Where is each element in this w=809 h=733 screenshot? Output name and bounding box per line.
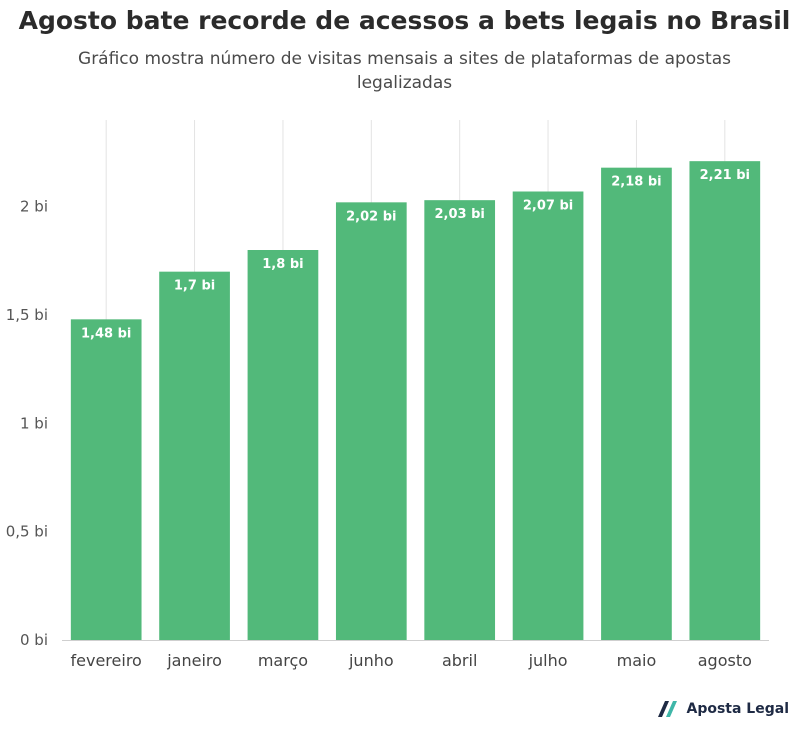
- bar: [335, 202, 407, 641]
- bar: [424, 200, 496, 640]
- bar: [70, 319, 142, 640]
- x-tick-label: junho: [348, 651, 394, 670]
- bars: [70, 161, 761, 641]
- x-tick-label: janeiro: [166, 651, 222, 670]
- chart-title: Agosto bate recorde de acessos a bets le…: [18, 6, 791, 35]
- x-tick-label: abril: [442, 651, 477, 670]
- data-label: 2,07 bi: [523, 199, 573, 214]
- bar: [601, 167, 672, 640]
- bar: [159, 271, 230, 640]
- bar: [689, 161, 761, 640]
- bar: [512, 191, 584, 640]
- chart-subtitle: Gráfico mostra número de visitas mensais…: [78, 49, 731, 93]
- data-label: 2,02 bi: [346, 209, 396, 224]
- x-axis-labels: fevereiro janeiro março junho abril julho maio…: [71, 651, 752, 670]
- brand-name: Aposta Legal: [686, 701, 789, 717]
- data-label: 2,21 bi: [700, 168, 750, 183]
- x-tick-label: fevereiro: [71, 651, 142, 670]
- data-label: 2,18 bi: [611, 175, 661, 190]
- data-label: 1,7 bi: [174, 279, 215, 294]
- y-tick-label: 0,5 bi: [6, 523, 48, 541]
- x-tick-label: maio: [617, 651, 657, 670]
- data-labels: 1,48 bi 1,7 bi 1,8 bi 2,02 bi 2,03 bi 2,07 bi…: [81, 168, 750, 341]
- data-label: 1,48 bi: [81, 326, 131, 341]
- x-tick-label: julho: [528, 651, 568, 670]
- brand-logo: Aposta Legal: [658, 701, 789, 717]
- y-tick-label: 2 bi: [20, 198, 48, 216]
- y-tick-label: 1,5 bi: [6, 306, 48, 324]
- bar: [247, 250, 319, 640]
- x-tick-label: agosto: [698, 651, 752, 670]
- aposta-legal-logo-icon: [658, 701, 678, 717]
- data-label: 2,03 bi: [435, 207, 485, 222]
- y-tick-label: 1 bi: [20, 414, 48, 432]
- data-label: 1,8 bi: [262, 257, 303, 272]
- y-axis-labels: 0 bi 0,5 bi 1 bi 1,5 bi 2 bi: [6, 198, 48, 649]
- x-tick-label: março: [258, 651, 308, 670]
- y-tick-label: 0 bi: [20, 631, 48, 649]
